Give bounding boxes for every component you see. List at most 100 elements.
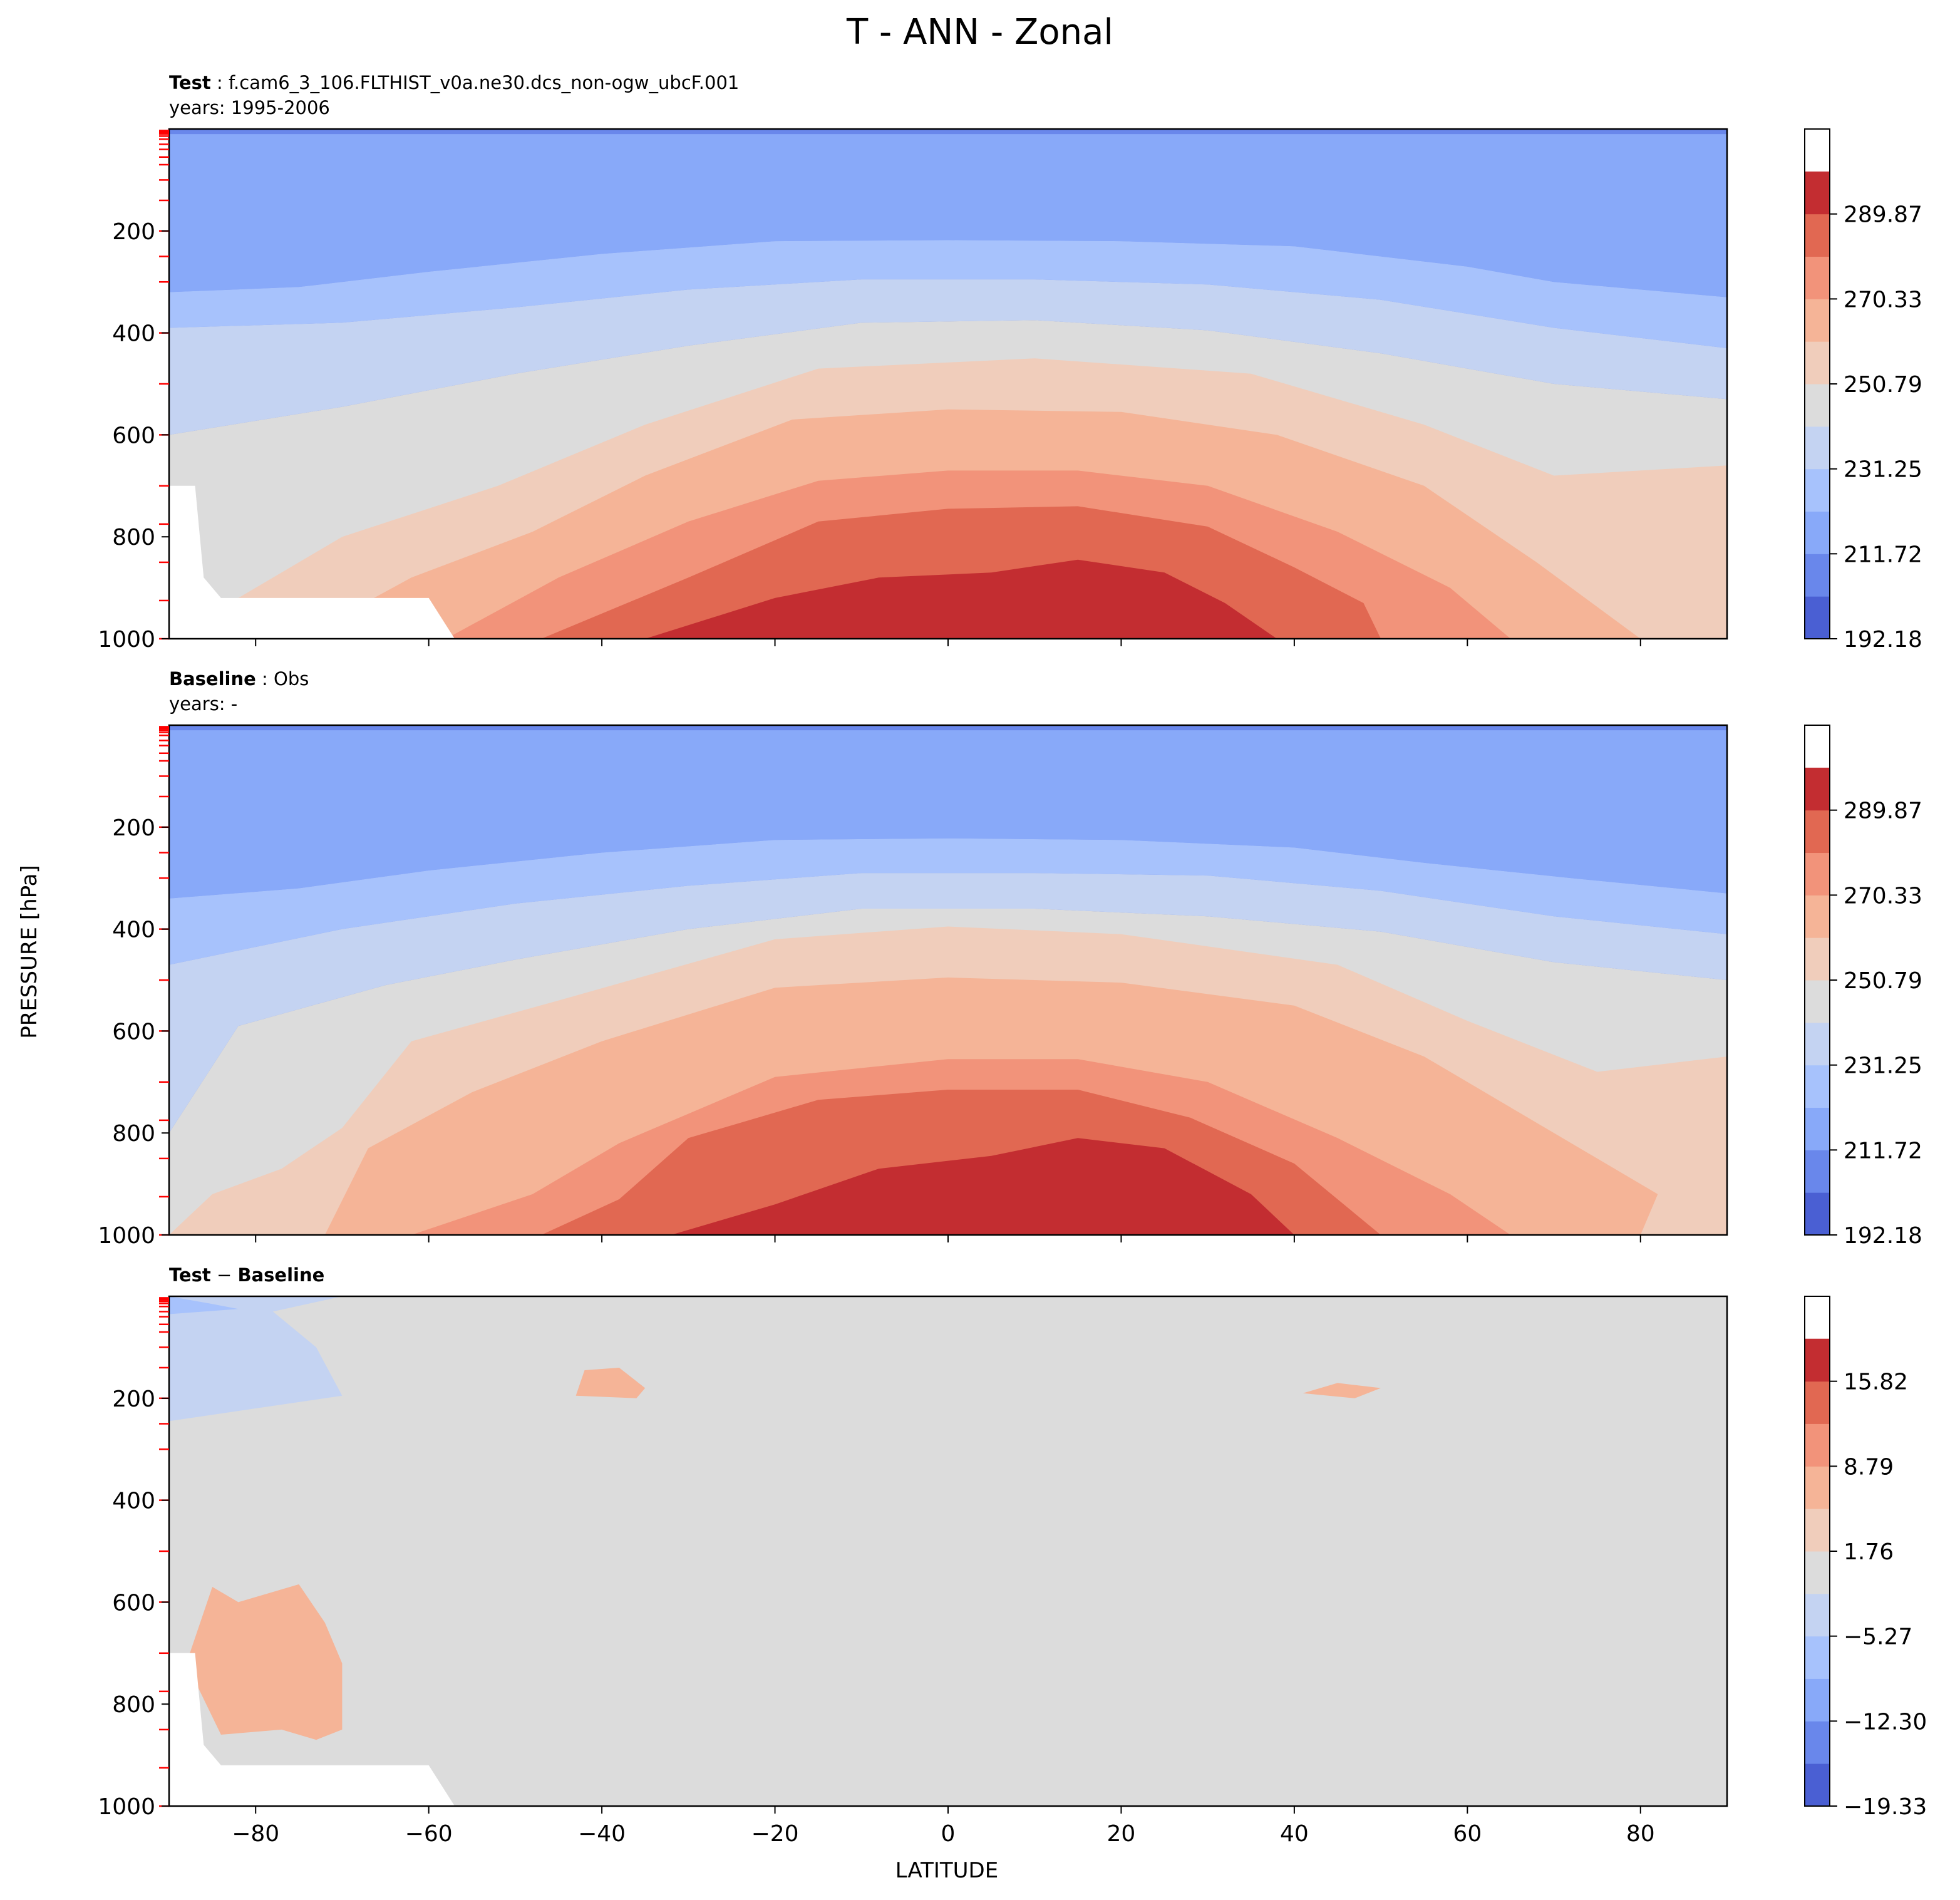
contour-band: [169, 1296, 239, 1314]
y-tick-label: 400: [112, 1489, 155, 1514]
colorbar-tick-label: 289.87: [1844, 202, 1922, 228]
missing-data-mask: [169, 485, 455, 639]
colorbar-tick-label: 15.82: [1844, 1370, 1908, 1395]
colorbar-tick-label: 1.76: [1844, 1539, 1894, 1565]
contour-field: [169, 725, 1727, 1235]
y-tick-label: 200: [112, 1386, 155, 1412]
colorbar-tick-label: 270.33: [1844, 287, 1922, 312]
colorbar-swatch: [1805, 852, 1830, 896]
colorbar-tick-label: 289.87: [1844, 798, 1922, 824]
colorbar-swatch: [1805, 1593, 1830, 1637]
panel-subtitle: years: -: [169, 693, 237, 715]
colorbar-tick-label: 192.18: [1844, 627, 1922, 653]
contour-band: [169, 279, 1727, 435]
colorbar-swatch: [1805, 256, 1830, 299]
colorbar-swatch: [1805, 1678, 1830, 1722]
x-tick-label: 40: [1280, 1821, 1309, 1847]
contour-band: [169, 134, 1727, 297]
x-tick-label: 0: [941, 1821, 956, 1847]
panel-difference: 200 400 600 800 1000 −80 −60 −40 −20 0 20 40 60 80 Tes…: [98, 1264, 1927, 1847]
colorbar-tick-label: 231.25: [1844, 457, 1922, 483]
y-tick-label: 600: [112, 423, 155, 448]
contour-band: [1467, 1296, 1727, 1424]
x-tick-label: 20: [1107, 1821, 1136, 1847]
colorbar-swatch: [1805, 1423, 1830, 1467]
panel-label-value: Obs: [274, 668, 309, 689]
missing-data-mask: [169, 1653, 455, 1806]
colorbar-swatch: [1805, 1509, 1830, 1552]
colorbar-swatch: [1805, 1636, 1830, 1679]
colorbar-swatch: [1805, 1551, 1830, 1594]
panel-label-separator: −: [211, 1264, 238, 1286]
y-tick-label: 400: [112, 321, 155, 347]
x-tick-label: −20: [751, 1821, 799, 1847]
figure-title: T - ANN - Zonal: [846, 12, 1113, 53]
colorbar-tick-label: −12.30: [1844, 1709, 1927, 1735]
panel-label-case: Test: [169, 1264, 211, 1286]
panel-test: 200 400 600 800 1000 Test : f.cam6_3_106.FLTH…: [98, 72, 1922, 653]
colorbar-swatch: [1805, 937, 1830, 981]
colorbar-swatch: [1805, 214, 1830, 257]
panel-label-value: Baseline: [237, 1264, 324, 1286]
colorbar-tick-label: 250.79: [1844, 968, 1922, 994]
colorbar-swatch: [1805, 767, 1830, 811]
panel-label: Baseline : Obs: [169, 668, 309, 689]
colorbar-swatch: [1805, 341, 1830, 385]
contour-band: [169, 838, 1727, 965]
panel-label: Test : f.cam6_3_106.FLTHIST_v0a.ne30.dcs…: [169, 72, 739, 93]
contour-band: [714, 1326, 1294, 1353]
colorbar-tick-label: 192.18: [1844, 1223, 1922, 1249]
colorbar-swatch: [1805, 1338, 1830, 1382]
x-tick-label: 80: [1626, 1821, 1655, 1847]
colorbar-tick-label: 231.25: [1844, 1053, 1922, 1079]
colorbar-tick-label: 250.79: [1844, 372, 1922, 398]
contour-band: [1095, 1770, 1338, 1806]
colorbar-swatch: [1805, 1721, 1830, 1764]
y-tick-label: 600: [112, 1590, 155, 1616]
panel-label-value: f.cam6_3_106.FLTHIST_v0a.ne30.dcs_non-og…: [229, 72, 739, 93]
colorbar-swatch: [1805, 384, 1830, 427]
shared-x-axis-label: LATITUDE: [895, 1858, 998, 1883]
y-tick-label: 200: [112, 219, 155, 245]
x-tick-label: −60: [405, 1821, 453, 1847]
y-tick-label: 800: [112, 1692, 155, 1718]
colorbar-swatch: [1805, 171, 1830, 215]
contour-band: [169, 1296, 343, 1422]
x-tick-label: 60: [1453, 1821, 1482, 1847]
x-tick-label: −80: [232, 1821, 279, 1847]
contour-background: [169, 1296, 1727, 1806]
contour-band: [645, 559, 1277, 639]
contour-band: [775, 1385, 1139, 1485]
colorbar-swatch: [1805, 426, 1830, 470]
colorbar-swatch: [1805, 1466, 1830, 1509]
colorbar-swatch: [1805, 1381, 1830, 1424]
colorbar-swatch: [1805, 1150, 1830, 1193]
contour-band: [169, 240, 1727, 348]
contour-band: [671, 1138, 1294, 1235]
colorbar-tick-label: 211.72: [1844, 542, 1922, 567]
contour-band: [1536, 1790, 1641, 1806]
colorbar-swatch: [1805, 1065, 1830, 1108]
y-tick-label: 1000: [98, 1794, 155, 1820]
x-tick-label: −40: [578, 1821, 626, 1847]
contour-band: [1302, 1383, 1381, 1398]
colorbar-swatch: [1805, 810, 1830, 854]
panel-label-case: Baseline: [169, 668, 256, 689]
panel-subtitle: years: 1995-2006: [169, 97, 330, 118]
contour-band: [169, 730, 1727, 899]
colorbar-swatch: [1805, 980, 1830, 1023]
colorbar-tick-label: 270.33: [1844, 883, 1922, 909]
y-tick-label: 1000: [98, 627, 155, 653]
colorbar-swatch: [1805, 895, 1830, 938]
contour-field: [169, 1296, 1727, 1806]
contour-band: [575, 1368, 646, 1398]
y-tick-label: 600: [112, 1019, 155, 1045]
panel-baseline: 200 400 600 800 1000 Baseline : Obs years: - 19…: [98, 668, 1922, 1249]
colorbar-swatch: [1805, 596, 1830, 639]
colorbar-swatch: [1805, 299, 1830, 342]
y-tick-label: 400: [112, 917, 155, 943]
y-tick-label: 800: [112, 525, 155, 550]
colorbar-swatch: [1805, 1192, 1830, 1236]
panel-label-separator: :: [256, 668, 274, 689]
